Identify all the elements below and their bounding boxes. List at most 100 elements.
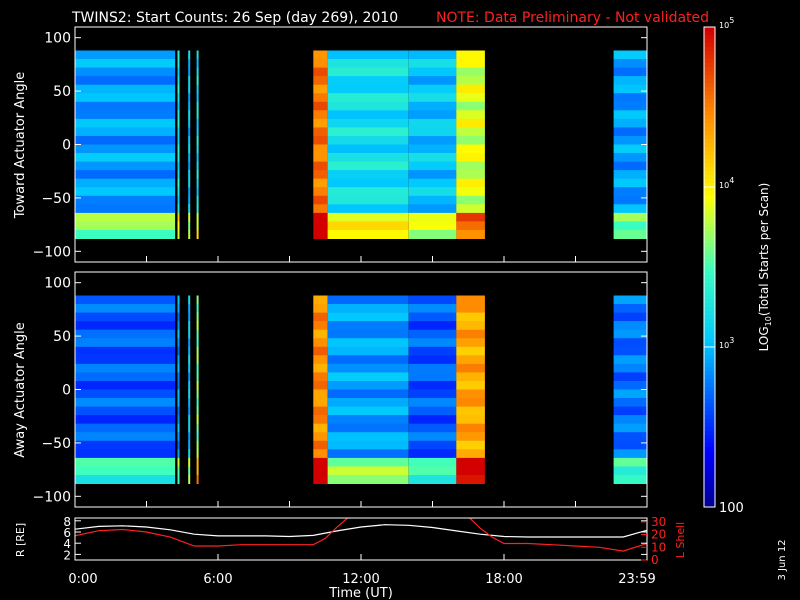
- colorbar-cell: [704, 79, 715, 84]
- colorbar-cell: [704, 499, 715, 504]
- heatmap-cell: [313, 84, 328, 94]
- heatmap-cell: [456, 475, 485, 484]
- colorbar-tick-exp: 3: [729, 336, 734, 345]
- colorbar-tick-label: 103: [719, 336, 734, 350]
- colorbar-cell: [704, 135, 715, 140]
- heatmap-cell: [408, 212, 457, 222]
- heatmap-cell: [313, 449, 328, 459]
- heatmap-cell: [75, 127, 176, 137]
- colorbar-cell: [704, 263, 715, 268]
- colorbar-tick-base: 10: [719, 341, 729, 350]
- heatmap-cell: [456, 212, 485, 222]
- colorbar-cell: [704, 387, 715, 392]
- heatmap-cell: [75, 381, 176, 390]
- colorbar-cell: [704, 415, 715, 420]
- heatmap-cell: [408, 93, 457, 103]
- colorbar-cell: [704, 179, 715, 184]
- l-shell-line: [75, 518, 647, 552]
- heatmap-cell: [408, 110, 457, 120]
- heatmap-cell: [188, 67, 191, 77]
- heatmap-cell: [456, 178, 485, 188]
- heatmap-cell: [188, 161, 191, 171]
- heatmap-cell: [613, 415, 647, 425]
- heatmap-cell: [408, 312, 457, 322]
- y-tick-label: 50: [53, 329, 71, 345]
- heatmap-cell: [613, 475, 647, 484]
- colorbar-cell: [704, 407, 715, 412]
- heatmap-cell: [613, 423, 647, 433]
- colorbar-cell: [704, 55, 715, 60]
- y-tick-label: 0: [62, 383, 71, 399]
- colorbar-cell: [704, 319, 715, 324]
- heatmap-cell: [177, 389, 180, 399]
- heatmap-cell: [456, 136, 485, 145]
- heatmap-cell: [188, 440, 191, 450]
- colorbar-label-base: LOG: [757, 326, 771, 351]
- colorbar-cell: [704, 427, 715, 432]
- heatmap-cell: [188, 144, 191, 154]
- heatmap-cell: [188, 110, 191, 120]
- heatmap-cell: [196, 406, 199, 416]
- heatmap-cell: [188, 178, 191, 188]
- heatmap-cell: [613, 466, 647, 476]
- heatmap-cell: [408, 50, 457, 60]
- colorbar-cell: [704, 59, 715, 64]
- orbit-lines: [75, 518, 647, 552]
- heatmap-cell: [456, 76, 485, 86]
- colorbar-cell: [704, 503, 715, 508]
- heatmap-cell: [196, 136, 199, 145]
- heatmap-cell: [313, 110, 328, 120]
- heatmap-cell: [188, 170, 191, 180]
- heatmap-cell: [75, 449, 176, 459]
- heatmap-cell: [327, 304, 409, 313]
- heatmap-cell: [313, 389, 328, 399]
- heatmap-cell: [196, 363, 199, 373]
- heatmap-cell: [75, 321, 176, 331]
- heatmap-cell: [613, 355, 647, 365]
- heatmap-cell: [313, 355, 328, 365]
- y-tick-label: 20: [651, 528, 666, 542]
- heatmap-cell: [456, 372, 485, 382]
- heatmap-cell: [196, 76, 199, 86]
- heatmap-cell: [313, 161, 328, 171]
- heatmap-cell: [188, 423, 191, 433]
- heatmap-cell: [177, 195, 180, 205]
- heatmap-cell: [313, 329, 328, 339]
- colorbar-cell: [704, 119, 715, 124]
- colorbar-cell: [704, 211, 715, 216]
- colorbar-cell: [704, 287, 715, 292]
- colorbar-cell: [704, 131, 715, 136]
- heatmap-cell: [177, 312, 180, 322]
- heatmap-cell: [613, 457, 647, 467]
- colorbar-cell: [704, 439, 715, 444]
- heatmap-cell: [456, 204, 485, 214]
- colorbar-cell: [704, 467, 715, 472]
- heatmap-cell: [327, 389, 409, 399]
- heatmap-cell: [408, 415, 457, 425]
- heatmap-cell: [177, 381, 180, 390]
- colorbar-cell: [704, 359, 715, 364]
- heatmap-cell: [327, 329, 409, 339]
- heatmap-cell: [327, 295, 409, 305]
- heatmap-cell: [456, 466, 485, 476]
- heatmap-cell: [456, 406, 485, 416]
- colorbar-cell: [704, 283, 715, 288]
- heatmap-cell: [196, 127, 199, 137]
- colorbar-cell: [704, 239, 715, 244]
- colorbar-cell: [704, 223, 715, 228]
- heatmap-cell: [188, 475, 191, 484]
- heatmap-cell: [327, 312, 409, 322]
- heatmap-cell: [188, 381, 191, 390]
- heatmap-cell: [456, 423, 485, 433]
- heatmap-cell: [196, 381, 199, 390]
- heatmap-cell: [613, 118, 647, 128]
- colorbar-cell: [704, 435, 715, 440]
- heatmap-cell: [327, 355, 409, 365]
- colorbar-cell: [704, 307, 715, 312]
- colorbar-cell: [704, 395, 715, 400]
- heatmap-cell: [313, 204, 328, 214]
- colorbar-cell: [704, 275, 715, 280]
- heatmap-cell: [196, 170, 199, 180]
- heatmap-cell: [75, 475, 176, 484]
- heatmap-cell: [75, 457, 176, 467]
